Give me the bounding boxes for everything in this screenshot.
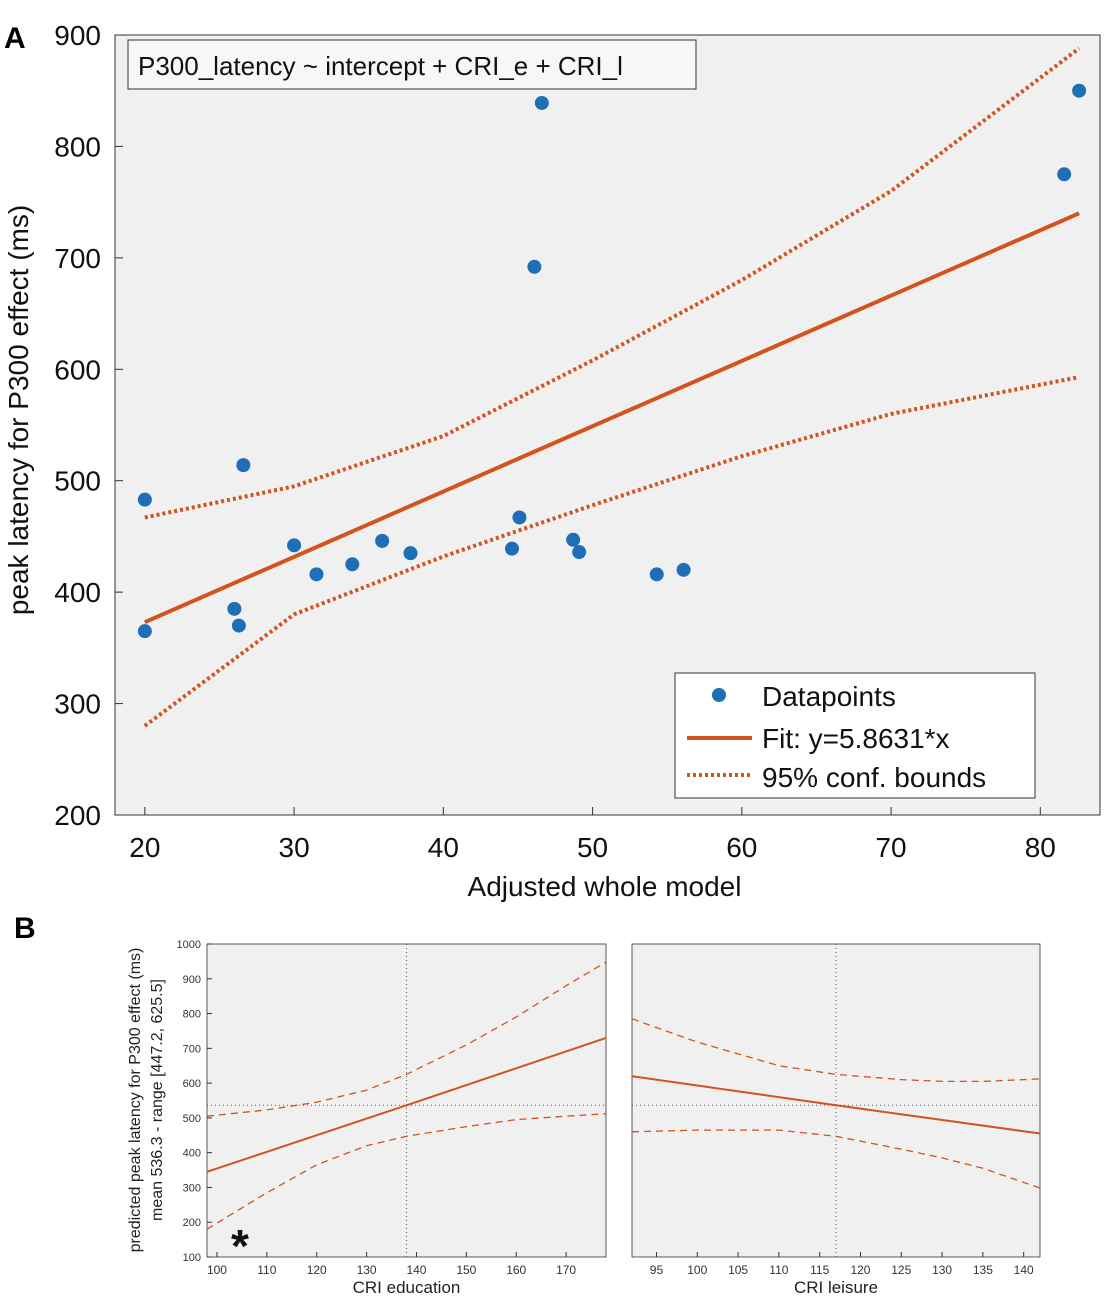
y-tick-label: 900	[54, 20, 101, 51]
x-tick-label: 110	[769, 1263, 788, 1277]
prediction-line	[206, 1036, 607, 1173]
y-tick-label: 600	[183, 1078, 201, 1090]
x-tick-label: 70	[875, 832, 906, 863]
y-tick-label: 200	[54, 800, 101, 831]
x-tick-label: 100	[687, 1263, 707, 1277]
y-tick-label: 500	[183, 1113, 201, 1125]
x-tick-label: 120	[850, 1263, 870, 1277]
datapoint	[345, 557, 360, 572]
legend-label-bounds: 95% conf. bounds	[762, 762, 986, 793]
confidence-bound-line	[206, 1113, 607, 1230]
y-tick-label: 900	[183, 974, 201, 986]
x-axis-label: CRI education	[353, 1278, 461, 1297]
datapoint	[512, 510, 527, 525]
datapoint	[375, 533, 390, 548]
y-tick-label: 600	[54, 354, 101, 385]
panel-label-a: A	[4, 22, 26, 55]
datapoint	[572, 545, 587, 560]
datapoint	[534, 95, 549, 110]
y-tick-label: 800	[183, 1009, 201, 1021]
x-tick-label: 60	[726, 832, 757, 863]
x-tick-label: 20	[129, 832, 160, 863]
x-tick-label: 80	[1025, 832, 1056, 863]
y-axis-label: predicted peak latency for P300 effect (…	[127, 948, 144, 1253]
y-tick-label: 300	[183, 1182, 201, 1194]
legend-label-datapoints: Datapoints	[762, 681, 896, 712]
datapoint	[527, 259, 542, 274]
significance-asterisk: *	[231, 1220, 249, 1272]
datapoint	[227, 601, 242, 616]
x-tick-label: 125	[891, 1263, 911, 1277]
datapoint	[309, 567, 324, 582]
x-tick-label: 105	[728, 1263, 748, 1277]
x-axis-label: Adjusted whole model	[468, 871, 742, 902]
x-tick-label: 30	[279, 832, 310, 863]
confidence-bound-line	[206, 961, 607, 1117]
confidence-bound-line	[144, 46, 1081, 520]
x-tick-label: 150	[456, 1263, 476, 1277]
chart-a: 20 30 40 50 60 70 80 200 300 400 500 600 700 800 900 Ad…	[3, 20, 1101, 902]
datapoint	[403, 546, 418, 561]
legend-a: Datapoints Fit: y=5.8631*x 95% conf. bound…	[674, 672, 1036, 799]
datapoint	[649, 567, 664, 582]
datapoint	[236, 458, 251, 473]
confidence-bound-line	[143, 375, 1080, 728]
y-tick-label: 1000	[177, 939, 201, 951]
x-tick-label: 115	[810, 1263, 829, 1277]
confidence-bound-line	[631, 1018, 1041, 1083]
y-tick-label: 100	[183, 1252, 201, 1264]
datapoint	[504, 541, 519, 556]
x-tick-label: 135	[973, 1263, 993, 1277]
y-axis-sublabel: mean 536.3 - range [447.2, 625.5]	[149, 979, 166, 1221]
x-tick-label: 110	[257, 1263, 276, 1277]
legend-label-fit: Fit: y=5.8631*x	[762, 723, 950, 754]
datapoint	[1057, 167, 1072, 182]
y-tick-label: 800	[54, 131, 101, 162]
x-tick-label: 95	[650, 1263, 664, 1277]
datapoint	[1072, 83, 1087, 98]
confidence-bound-line	[631, 1129, 1041, 1189]
datapoint	[566, 532, 581, 547]
x-tick-label: 130	[357, 1263, 377, 1277]
legend-marker-datapoints	[712, 688, 726, 702]
formula-box	[127, 39, 697, 90]
x-tick-label: 120	[307, 1263, 327, 1277]
datapoint	[137, 492, 152, 507]
x-axis-label: CRI leisure	[794, 1278, 878, 1297]
y-tick-label: 200	[183, 1217, 201, 1229]
y-axis-label: peak latency for P300 effect (ms)	[3, 205, 34, 615]
y-tick-label: 700	[54, 243, 101, 274]
datapoint	[676, 562, 691, 577]
panel-label-b: B	[14, 912, 36, 945]
chart-b-education: 100 110 120 130 140 150 160 170 100 200 300 400 500 6…	[127, 939, 607, 1297]
prediction-line	[631, 1075, 1041, 1135]
y-tick-label: 300	[54, 689, 101, 720]
x-tick-label: 40	[428, 832, 459, 863]
y-tick-label: 500	[54, 466, 101, 497]
x-tick-label: 140	[1014, 1263, 1034, 1277]
legend-box	[674, 672, 1036, 799]
y-tick-label: 700	[183, 1043, 201, 1055]
x-tick-label: 130	[932, 1263, 952, 1277]
x-tick-label: 50	[577, 832, 608, 863]
fit-line	[143, 211, 1080, 625]
datapoint	[231, 618, 246, 633]
y-tick-label: 400	[54, 577, 101, 608]
x-tick-label: 170	[556, 1263, 576, 1277]
y-tick-label: 400	[183, 1148, 201, 1160]
chart-b-leisure: 95 100 105 110 115 120 125 130 135 140 CRI leisure	[631, 943, 1041, 1297]
x-tick-label: 160	[506, 1263, 526, 1277]
x-tick-label: 100	[207, 1263, 227, 1277]
x-tick-label: 140	[406, 1263, 426, 1277]
datapoint	[137, 624, 152, 639]
datapoint	[287, 538, 302, 553]
formula-title: P300_latency ~ intercept + CRI_e + CRI_l	[138, 51, 623, 81]
